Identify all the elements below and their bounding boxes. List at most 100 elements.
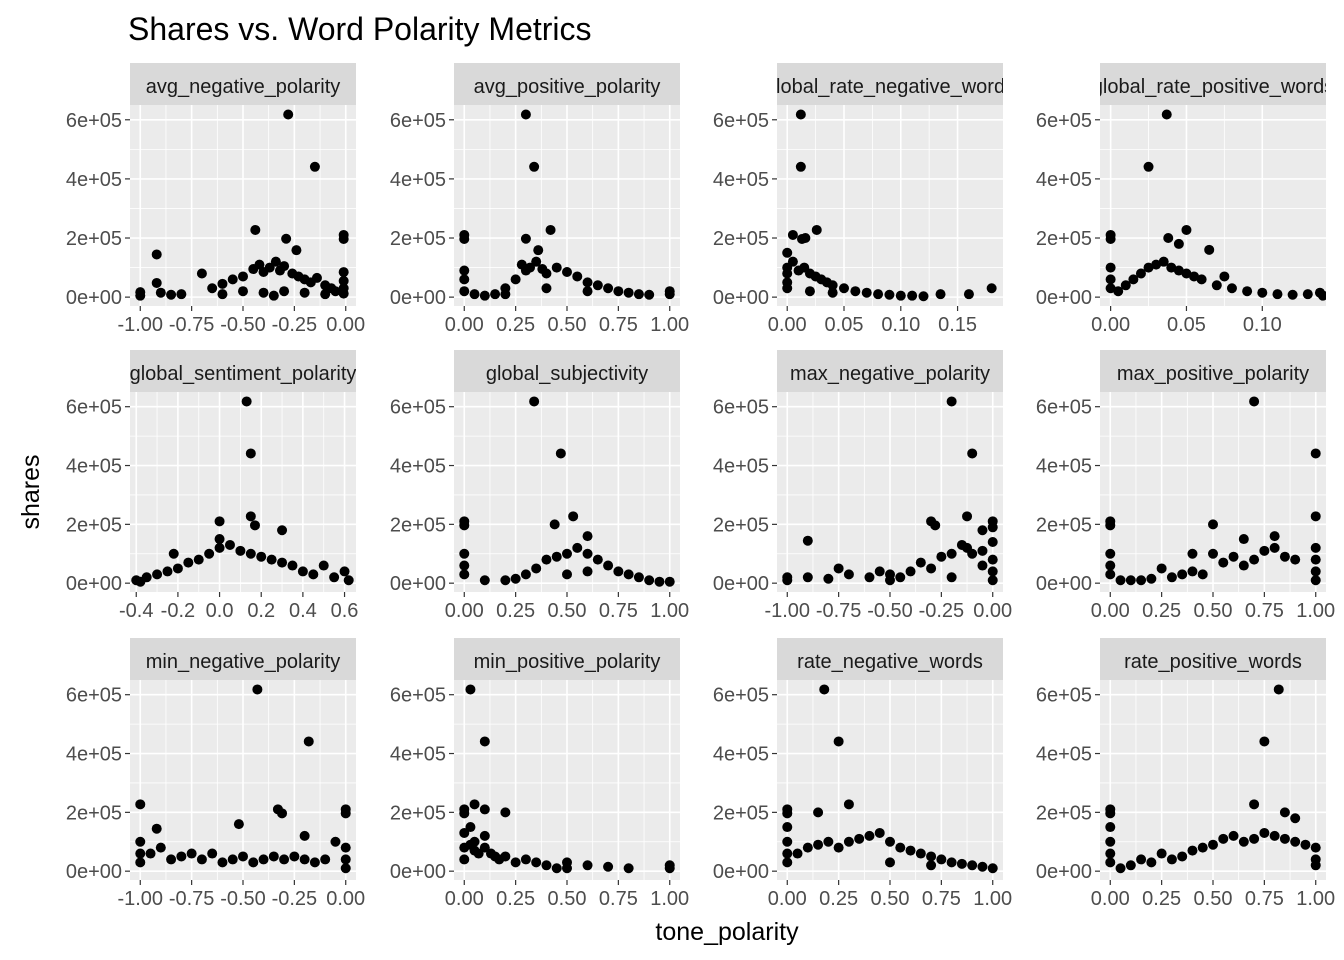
x-tick-label: -0.75 bbox=[169, 314, 215, 336]
x-tick-label: -1.00 bbox=[764, 600, 810, 622]
data-point bbox=[1279, 833, 1290, 844]
data-point bbox=[963, 289, 974, 300]
data-point bbox=[843, 799, 854, 810]
data-point bbox=[1269, 531, 1280, 542]
facet-strip bbox=[1100, 638, 1326, 680]
data-point bbox=[1143, 262, 1154, 273]
data-point bbox=[459, 808, 470, 819]
y-tick-label: 0e+00 bbox=[713, 573, 769, 595]
x-tick-label: 0.10 bbox=[1243, 314, 1282, 336]
data-point bbox=[623, 569, 634, 580]
facet-max-negative-polarity: 0e+00 2e+05 4e+05 6e+05 -1.00 -0.75 -0.50 -0.25… bbox=[713, 350, 1012, 622]
facet-rate-negative-words: 0e+00 2e+05 4e+05 6e+05 0.00 0.25 0.50 0.75 1.00… bbox=[713, 638, 1012, 910]
data-point bbox=[459, 286, 470, 297]
data-point bbox=[603, 861, 614, 872]
data-point bbox=[340, 808, 351, 819]
data-point bbox=[782, 572, 793, 583]
data-point bbox=[1208, 839, 1218, 850]
x-tick-label: 0.10 bbox=[881, 314, 920, 336]
data-point bbox=[1105, 233, 1116, 244]
data-point bbox=[1105, 848, 1116, 859]
data-point bbox=[172, 563, 183, 574]
facet-strip bbox=[454, 63, 680, 105]
data-point bbox=[613, 566, 624, 577]
data-point bbox=[541, 860, 552, 871]
points-group bbox=[782, 396, 998, 586]
y-tick-label: 6e+05 bbox=[713, 685, 769, 707]
data-point bbox=[217, 857, 228, 868]
data-point bbox=[987, 537, 998, 547]
x-tick-label: 0.50 bbox=[548, 314, 587, 336]
points-group bbox=[135, 684, 351, 874]
data-point bbox=[1135, 268, 1146, 279]
data-point bbox=[885, 836, 895, 847]
x-tick-label: 0.25 bbox=[1142, 888, 1181, 910]
data-point bbox=[1125, 575, 1136, 586]
facet-strip bbox=[130, 638, 356, 680]
data-point bbox=[520, 569, 531, 580]
data-point bbox=[861, 287, 872, 298]
data-point bbox=[465, 822, 476, 833]
data-point bbox=[1136, 854, 1147, 865]
data-point bbox=[186, 848, 197, 859]
data-point bbox=[1115, 575, 1126, 586]
y-tick-label: 0e+00 bbox=[1036, 861, 1092, 883]
data-point bbox=[1181, 224, 1192, 235]
y-tick-label: 6e+05 bbox=[1036, 397, 1092, 419]
data-point bbox=[193, 554, 204, 565]
data-point bbox=[782, 283, 793, 294]
data-point bbox=[1156, 848, 1167, 859]
data-point bbox=[1105, 836, 1116, 847]
facet-strip-label: min_negative_polarity bbox=[146, 651, 341, 673]
y-tick-label: 2e+05 bbox=[1036, 514, 1092, 536]
data-point bbox=[1143, 161, 1154, 172]
data-point bbox=[1273, 684, 1284, 695]
data-point bbox=[1105, 548, 1116, 559]
data-point bbox=[873, 289, 884, 300]
y-tick-label: 6e+05 bbox=[1036, 110, 1092, 132]
data-point bbox=[266, 554, 277, 565]
data-point bbox=[338, 267, 349, 278]
facet-strip bbox=[1100, 63, 1326, 105]
y-tick-label: 0e+00 bbox=[66, 861, 122, 883]
data-point bbox=[340, 842, 351, 853]
data-point bbox=[287, 560, 298, 571]
y-tick-label: 4e+05 bbox=[713, 456, 769, 478]
x-tick-label: -1.00 bbox=[117, 314, 163, 336]
data-point bbox=[1187, 548, 1198, 559]
data-point bbox=[905, 566, 916, 577]
points-group bbox=[459, 684, 675, 874]
data-point bbox=[850, 286, 861, 297]
data-point bbox=[1287, 289, 1298, 300]
data-point bbox=[804, 286, 815, 297]
facet-strip-label: avg_negative_polarity bbox=[146, 76, 341, 98]
data-point bbox=[520, 109, 531, 120]
data-point bbox=[135, 836, 146, 847]
facet-strip-label: rate_negative_words bbox=[797, 651, 983, 673]
data-point bbox=[915, 557, 926, 568]
data-point bbox=[320, 289, 331, 300]
data-point bbox=[281, 233, 292, 244]
data-point bbox=[1242, 286, 1253, 297]
data-point bbox=[308, 569, 319, 580]
x-tick-label: 0.00 bbox=[445, 888, 484, 910]
y-tick-label: 2e+05 bbox=[66, 802, 122, 824]
x-tick-label: 0.00 bbox=[768, 888, 807, 910]
data-point bbox=[551, 262, 562, 273]
x-tick-label: 0.75 bbox=[1245, 600, 1284, 622]
data-point bbox=[1136, 575, 1147, 586]
data-point bbox=[1238, 560, 1249, 571]
x-tick-label: 0.25 bbox=[496, 314, 535, 336]
data-point bbox=[568, 511, 579, 522]
data-point bbox=[654, 576, 665, 587]
data-point bbox=[289, 851, 300, 862]
data-point bbox=[254, 259, 265, 270]
y-tick-label: 4e+05 bbox=[390, 744, 446, 766]
data-point bbox=[1310, 511, 1321, 522]
data-point bbox=[299, 854, 310, 865]
data-point bbox=[340, 863, 351, 874]
x-tick-label: -0.50 bbox=[220, 888, 266, 910]
data-point bbox=[320, 854, 331, 865]
data-point bbox=[227, 854, 238, 865]
data-point bbox=[555, 448, 566, 459]
